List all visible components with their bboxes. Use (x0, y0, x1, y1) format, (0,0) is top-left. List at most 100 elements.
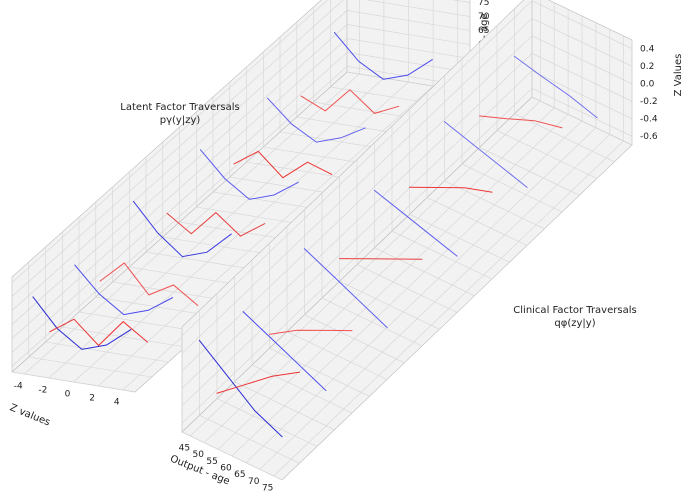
chart-title: Latent Factor Traversals (120, 102, 239, 113)
x-tick-label: 45 (179, 444, 190, 454)
depth-grid (45, 247, 169, 363)
depth-grid (409, 109, 510, 263)
depth-grid (346, 0, 471, 93)
x-tick-label: -4 (14, 382, 23, 392)
depth-grid (329, 0, 454, 108)
depth-grid (216, 293, 318, 447)
traversal-line (198, 339, 283, 438)
depth-grid (199, 310, 300, 464)
z-grid-line (11, 38, 471, 339)
x-tick-label: 4 (114, 398, 120, 408)
z-grid-line (11, 24, 471, 325)
depth-grid (129, 172, 253, 288)
depth-grid (514, 8, 615, 163)
depth-grid (229, 82, 353, 198)
z-tick-label: 0.0 (640, 79, 655, 89)
z-grid-line (181, 87, 633, 424)
depth-grid (374, 142, 475, 297)
depth-grid (162, 142, 286, 258)
x-grid-line (97, 0, 434, 387)
depth-grid (339, 176, 440, 330)
x-tick-label: 2 (89, 394, 95, 404)
depth-grid (313, 7, 437, 123)
x-tick-label: 70 (248, 477, 260, 487)
depth-grid (391, 126, 493, 280)
traversal-line (409, 186, 493, 193)
z-grid-line (181, 17, 633, 354)
x-grid-line (48, 0, 385, 379)
depth-grid (304, 209, 405, 364)
x-grid-line (273, 36, 625, 477)
z-tick-label: 65 (478, 26, 489, 36)
traversal-line (199, 149, 299, 200)
z-tick-label: 75 (478, 0, 489, 8)
traversal-line (373, 189, 458, 257)
depth-grid (321, 193, 423, 347)
x-grid-line (217, 9, 569, 450)
depth-grid (181, 327, 283, 481)
x-grid-line (231, 16, 583, 457)
traversal-line (513, 55, 598, 119)
depth-grid (28, 262, 152, 378)
z-tick-label: 0.2 (640, 62, 654, 72)
z-tick-label: 70 (478, 12, 490, 22)
depth-grid (262, 52, 387, 168)
traversal-line (132, 200, 232, 258)
x-tick-label: 75 (262, 484, 273, 494)
x-grid-line (245, 22, 597, 463)
traversal-line (479, 115, 563, 129)
x-tick-label: 50 (192, 450, 204, 460)
z-tick-label: -0.6 (640, 132, 658, 142)
depth-grid (461, 59, 563, 213)
traversal-line (333, 31, 433, 80)
x-grid-line (259, 29, 611, 470)
depth-grid (145, 157, 270, 273)
depth-grid (78, 217, 203, 333)
depth-grid (531, 0, 633, 146)
z-axis-label: Z Values (673, 54, 684, 97)
depth-grid (112, 187, 236, 303)
traversal-line (443, 121, 528, 188)
depth-grid (246, 67, 370, 183)
z-grid-line (11, 66, 471, 367)
x-axis-label: Z values (8, 402, 52, 428)
x-tick-label: -2 (38, 386, 47, 396)
traversal-line (269, 329, 353, 335)
x-grid-line (73, 0, 409, 383)
z-grid-line (181, 35, 633, 372)
traversal-line (266, 97, 366, 143)
depth-grid (296, 22, 420, 138)
x-tick-label: 55 (206, 457, 217, 467)
chart-title: Clinical Factor Traversals (513, 305, 636, 316)
traversal-line (99, 262, 199, 307)
x-tick-label: 0 (65, 390, 71, 400)
traversal-line (339, 258, 423, 260)
x-grid-line (203, 2, 555, 443)
z-grid-line (11, 10, 471, 311)
z-grid-line (11, 0, 471, 297)
traversal-line (49, 318, 149, 347)
depth-grid (269, 243, 370, 397)
depth-grid (196, 112, 320, 228)
depth-grid (234, 276, 335, 431)
traversal-line (233, 150, 333, 179)
depth-grid (444, 75, 545, 230)
depth-grid (61, 232, 186, 348)
chart-subtitle: qφ(zy|y) (554, 318, 595, 329)
z-grid-line (181, 52, 633, 389)
depth-grid (356, 159, 458, 313)
depth-grid (496, 25, 598, 179)
traversal-line (74, 264, 174, 316)
traversal-line (32, 296, 132, 350)
traversal-line (166, 211, 266, 237)
depth-grid (479, 42, 580, 196)
z-grid-line (11, 0, 471, 283)
chart-subtitle: pγ(y|zy) (160, 115, 201, 126)
x-grid-line (24, 0, 360, 375)
z-grid-line (11, 52, 471, 353)
z-tick-label: -0.2 (640, 97, 658, 107)
z-grid-line (181, 70, 633, 407)
depth-grid (279, 37, 404, 153)
depth-grid (426, 92, 528, 246)
